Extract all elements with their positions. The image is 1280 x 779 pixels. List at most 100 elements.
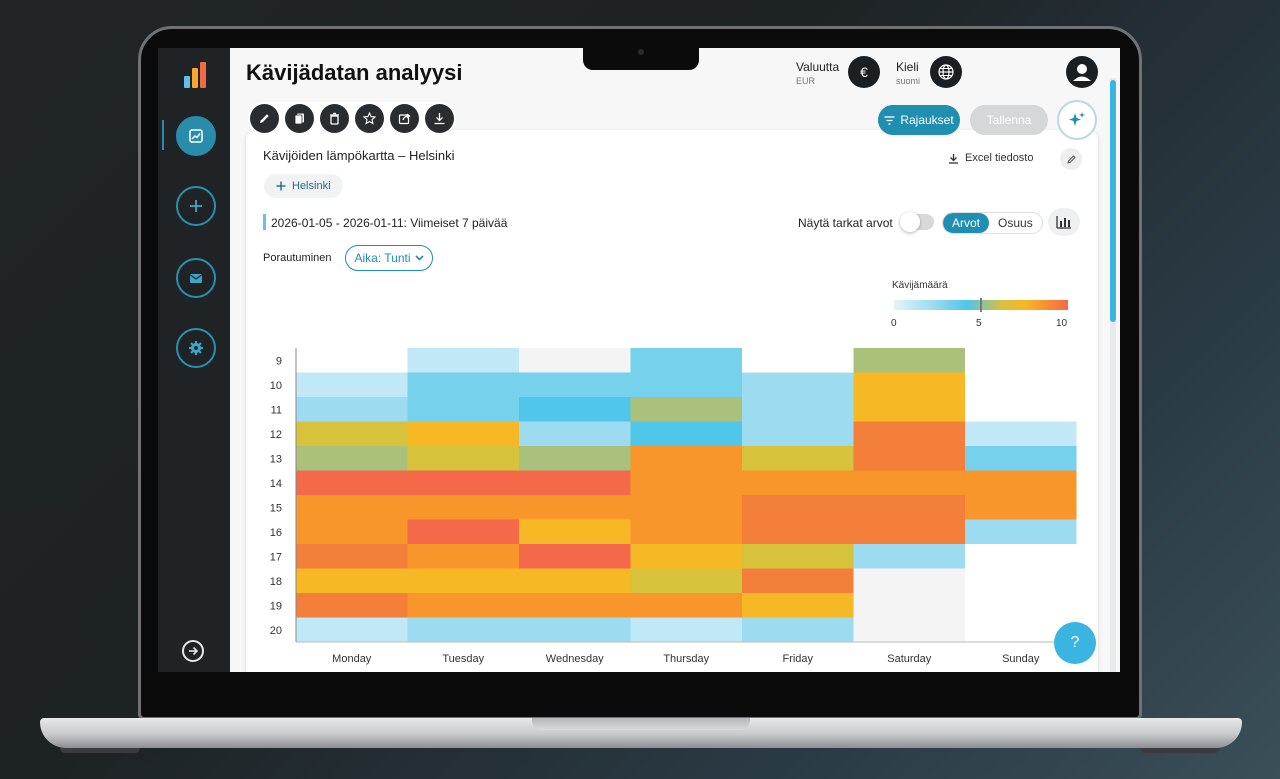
- heatmap-cell[interactable]: [630, 617, 743, 643]
- heatmap-cell[interactable]: [519, 495, 631, 520]
- heatmap-cell[interactable]: [630, 519, 743, 545]
- scrollbar-track[interactable]: [1110, 78, 1116, 672]
- heatmap-cell[interactable]: [407, 495, 520, 520]
- heatmap-cell[interactable]: [407, 519, 520, 545]
- heatmap-cell[interactable]: [630, 446, 743, 471]
- filters-button[interactable]: Rajaukset: [878, 105, 960, 135]
- save-button[interactable]: Tallenna: [970, 105, 1048, 135]
- heatmap-cell[interactable]: [630, 348, 743, 373]
- heatmap-cell[interactable]: [296, 397, 408, 422]
- user-avatar-button[interactable]: [1066, 56, 1098, 88]
- heatmap-cell[interactable]: [853, 593, 966, 618]
- heatmap-cell[interactable]: [519, 348, 631, 373]
- heatmap-cell[interactable]: [630, 470, 743, 496]
- language-button[interactable]: [930, 56, 962, 88]
- heatmap-cell[interactable]: [519, 617, 631, 643]
- scrollbar-thumb[interactable]: [1110, 80, 1116, 322]
- heatmap-cell[interactable]: [965, 421, 1077, 447]
- share-button[interactable]: [390, 104, 419, 133]
- heatmap-cell[interactable]: [853, 372, 966, 398]
- heatmap-cell[interactable]: [519, 470, 631, 496]
- heatmap-cell[interactable]: [296, 470, 408, 496]
- sidebar-item-mail[interactable]: [176, 258, 216, 298]
- heatmap-cell[interactable]: [965, 519, 1077, 545]
- heatmap-cell[interactable]: [965, 470, 1077, 496]
- heatmap-cell[interactable]: [296, 568, 408, 594]
- heatmap-cell[interactable]: [630, 544, 743, 569]
- excel-download-link[interactable]: Excel tiedosto: [948, 152, 1033, 164]
- heatmap-cell[interactable]: [630, 421, 743, 447]
- heatmap-cell[interactable]: [853, 544, 966, 569]
- heatmap-cell[interactable]: [407, 421, 520, 447]
- help-button[interactable]: ?: [1054, 622, 1096, 664]
- logout-button[interactable]: [182, 640, 204, 662]
- heatmap-cell[interactable]: [742, 470, 854, 496]
- heatmap-cell[interactable]: [519, 544, 631, 569]
- drilldown-select[interactable]: Aika: Tunti: [345, 245, 433, 271]
- heatmap-cell[interactable]: [853, 446, 966, 471]
- heatmap-cell[interactable]: [630, 397, 743, 422]
- heatmap-cell[interactable]: [407, 446, 520, 471]
- tab-values[interactable]: Arvot: [943, 213, 990, 233]
- heatmap-cell[interactable]: [853, 568, 966, 594]
- heatmap-cell[interactable]: [296, 372, 408, 398]
- heatmap-cell[interactable]: [742, 568, 854, 594]
- ai-assistant-button[interactable]: [1057, 100, 1097, 140]
- heatmap-cell[interactable]: [853, 397, 966, 422]
- currency-button[interactable]: €: [848, 56, 880, 88]
- heatmap-cell[interactable]: [296, 544, 408, 569]
- delete-button[interactable]: [320, 104, 349, 133]
- edit-button[interactable]: [250, 104, 279, 133]
- heatmap-cell[interactable]: [519, 593, 631, 618]
- heatmap-cell[interactable]: [296, 593, 408, 618]
- heatmap-cell[interactable]: [296, 446, 408, 471]
- heatmap-cell[interactable]: [630, 568, 743, 594]
- heatmap-cell[interactable]: [407, 544, 520, 569]
- heatmap-cell[interactable]: [853, 348, 966, 373]
- heatmap-cell[interactable]: [519, 421, 631, 447]
- location-chip[interactable]: Helsinki: [264, 174, 343, 198]
- heatmap-cell[interactable]: [742, 446, 854, 471]
- heatmap-cell[interactable]: [519, 519, 631, 545]
- heatmap-cell[interactable]: [519, 397, 631, 422]
- heatmap-cell[interactable]: [742, 617, 854, 643]
- heatmap-cell[interactable]: [296, 519, 408, 545]
- sidebar-item-analytics[interactable]: [176, 116, 216, 156]
- heatmap-cell[interactable]: [853, 421, 966, 447]
- heatmap-cell[interactable]: [742, 397, 854, 422]
- heatmap-cell[interactable]: [519, 568, 631, 594]
- heatmap-cell[interactable]: [742, 421, 854, 447]
- heatmap-cell[interactable]: [853, 470, 966, 496]
- heatmap-cell[interactable]: [407, 593, 520, 618]
- heatmap-cell[interactable]: [965, 495, 1077, 520]
- heatmap-cell[interactable]: [853, 495, 966, 520]
- heatmap-cell[interactable]: [407, 397, 520, 422]
- heatmap-cell[interactable]: [519, 446, 631, 471]
- edit-chart-button[interactable]: [1060, 148, 1082, 170]
- download-button[interactable]: [425, 104, 454, 133]
- favorite-button[interactable]: [355, 104, 384, 133]
- heatmap-cell[interactable]: [630, 593, 743, 618]
- heatmap-cell[interactable]: [742, 593, 854, 618]
- heatmap-cell[interactable]: [407, 470, 520, 496]
- toggle-knob[interactable]: [900, 212, 920, 232]
- tab-share[interactable]: Osuus: [998, 216, 1033, 230]
- chart-type-button[interactable]: [1048, 208, 1080, 236]
- heatmap-cell[interactable]: [742, 519, 854, 545]
- copy-button[interactable]: [285, 104, 314, 133]
- heatmap-cell[interactable]: [742, 495, 854, 520]
- heatmap-cell[interactable]: [630, 495, 743, 520]
- sidebar-item-settings[interactable]: [176, 328, 216, 368]
- heatmap-cell[interactable]: [853, 519, 966, 545]
- heatmap-cell[interactable]: [407, 348, 520, 373]
- heatmap-cell[interactable]: [519, 372, 631, 398]
- heatmap-cell[interactable]: [296, 421, 408, 447]
- heatmap-cell[interactable]: [296, 495, 408, 520]
- sidebar-item-add[interactable]: [176, 186, 216, 226]
- heatmap-cell[interactable]: [630, 372, 743, 398]
- heatmap-cell[interactable]: [853, 617, 966, 643]
- heatmap-cell[interactable]: [407, 568, 520, 594]
- heatmap-cell[interactable]: [407, 617, 520, 643]
- heatmap-cell[interactable]: [296, 617, 408, 643]
- heatmap-cell[interactable]: [965, 446, 1077, 471]
